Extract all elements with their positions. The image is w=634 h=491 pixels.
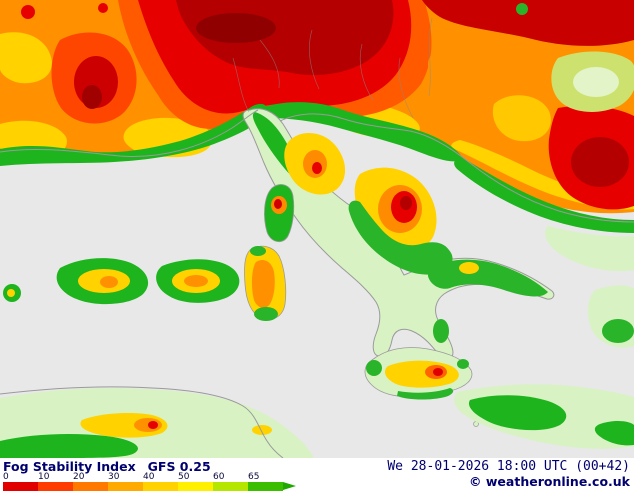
region-sardinia: [244, 245, 287, 321]
scale-tick-2: 20: [73, 472, 85, 482]
region-top-right-red: [422, 0, 634, 210]
scale-tick-1: 10: [38, 472, 50, 482]
scale-tick-6: 60: [213, 472, 225, 482]
scale-tick-0: 0: [3, 472, 9, 482]
region-balkans: [545, 226, 634, 348]
region-north-africa: [0, 388, 314, 458]
scale-segment-50-60: [178, 482, 213, 491]
region-italy-peninsula: [242, 108, 555, 360]
scale-arrow-icon: [283, 482, 296, 490]
legend-left: Fog Stability Index GFS 0.25 0 10 20 30 40 50 6…: [0, 458, 296, 491]
region-west-mediterranean-patches: [3, 258, 240, 305]
legend-model: GFS 0.25: [147, 459, 211, 474]
legend-right: We 28-01-2026 18:00 UTC (00+42) © weathe…: [387, 458, 634, 490]
scale-segment-40-50: [143, 482, 178, 491]
region-sicily: [364, 347, 479, 427]
region-left-red-blob: [21, 3, 137, 124]
legend-title: Fog Stability Index: [3, 459, 136, 474]
color-scale-bar: [3, 482, 296, 491]
scale-segment-10-20: [38, 482, 73, 491]
scale-segment-20-30: [73, 482, 108, 491]
scale-segment-30-40: [108, 482, 143, 491]
scale-tick-7: 65: [248, 472, 260, 482]
country-borders: [232, 17, 433, 119]
legend-bar: Fog Stability Index GFS 0.25 0 10 20 30 40 50 6…: [0, 458, 634, 491]
region-alps-red: [118, 0, 476, 129]
copyright-text: © weatheronline.co.uk: [469, 474, 630, 489]
scale-segment-60-65: [213, 482, 248, 491]
region-corsica: [264, 184, 295, 242]
region-bottom-right-green: [454, 384, 634, 449]
scale-ticks: 0 10 20 30 40 50 60 65: [3, 473, 296, 482]
scale-tick-3: 30: [108, 472, 120, 482]
weather-map: [0, 0, 634, 458]
scale-segment-0-10: [3, 482, 38, 491]
forecast-datetime: We 28-01-2026 18:00 UTC (00+42): [387, 459, 630, 474]
scale-tick-5: 50: [178, 472, 190, 482]
coastlines: [0, 109, 634, 458]
scale-tick-4: 40: [143, 472, 155, 482]
scale-segment-65-plus: [248, 482, 283, 491]
